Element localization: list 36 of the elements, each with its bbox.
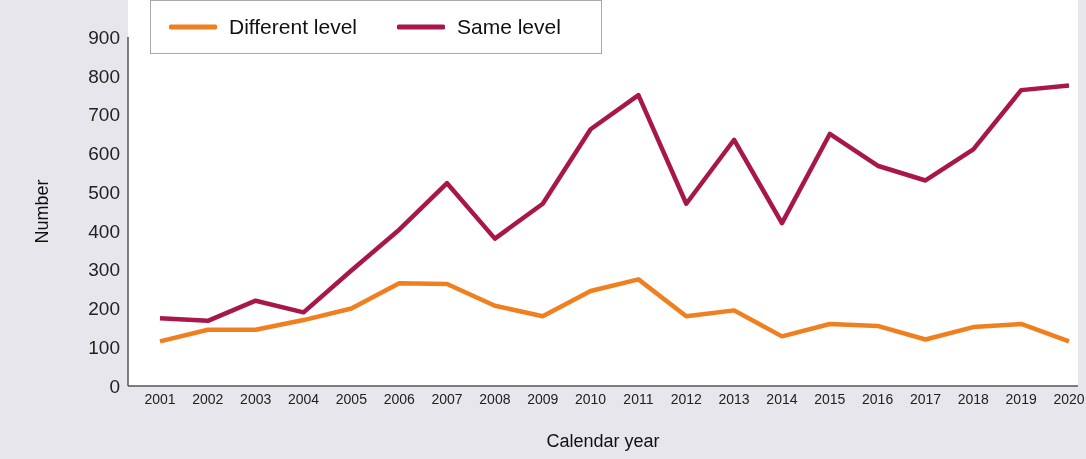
x-tick-label: 2015: [814, 390, 846, 407]
x-tick-label: 2003: [240, 390, 272, 407]
x-tick-label: 2018: [957, 390, 990, 407]
x-tick-label: 2017: [909, 390, 942, 407]
y-tick-label: 900: [88, 26, 120, 48]
x-tick-label: 2013: [718, 390, 750, 407]
x-axis-title: Calendar year: [546, 431, 660, 451]
y-tick-label: 0: [109, 375, 120, 397]
x-tick-label: 2016: [862, 390, 894, 407]
y-tick-label: 100: [88, 336, 120, 358]
x-tick-label: 2012: [670, 390, 703, 407]
y-tick-label: 400: [88, 220, 120, 242]
x-tick-label: 2005: [335, 390, 368, 407]
x-tick-label: 2014: [766, 390, 798, 407]
legend-label: Different level: [229, 15, 358, 39]
x-tick-label: 2019: [1005, 390, 1037, 407]
x-tick-label: 2009: [527, 390, 559, 407]
x-tick-label: 2010: [575, 390, 607, 407]
x-tick-label: 2020: [1053, 390, 1085, 407]
x-tick-label: 2001: [144, 390, 176, 407]
x-tick-label: 2011: [623, 390, 654, 407]
x-tick-label: 2004: [287, 390, 320, 407]
x-tick-label: 2002: [192, 390, 224, 407]
y-tick-label: 200: [88, 298, 120, 320]
y-tick-label: 700: [88, 104, 120, 126]
x-tick-label: 2007: [431, 390, 463, 407]
y-tick-label: 300: [88, 259, 120, 281]
x-tick-label: 2008: [479, 390, 511, 407]
line-series: [157, 83, 1072, 324]
y-tick-label: 500: [88, 181, 120, 203]
y-tick-label: 800: [88, 65, 120, 87]
y-axis-title: Number: [32, 179, 53, 244]
x-tick-label: 2006: [383, 390, 415, 407]
legend-label: Same level: [457, 15, 561, 39]
y-tick-label: 600: [88, 143, 120, 165]
line-series: [157, 277, 1072, 344]
